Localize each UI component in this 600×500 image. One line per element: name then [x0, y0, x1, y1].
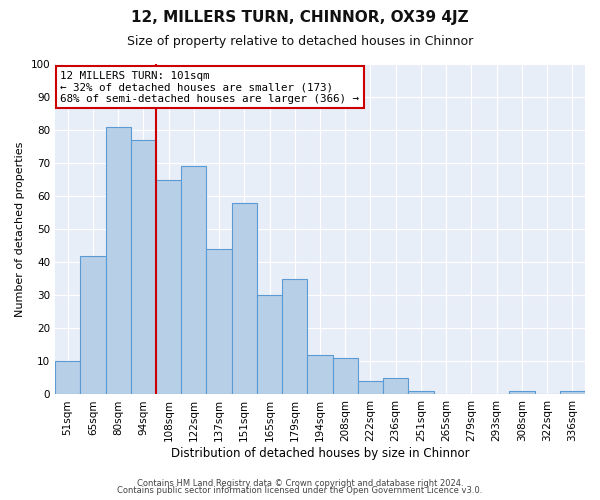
Bar: [232, 203, 257, 394]
Bar: [358, 381, 383, 394]
Y-axis label: Number of detached properties: Number of detached properties: [15, 142, 25, 317]
Bar: [509, 391, 535, 394]
Text: 12 MILLERS TURN: 101sqm
← 32% of detached houses are smaller (173)
68% of semi-d: 12 MILLERS TURN: 101sqm ← 32% of detache…: [61, 70, 359, 104]
Bar: [106, 127, 131, 394]
Bar: [282, 279, 307, 394]
Text: 12, MILLERS TURN, CHINNOR, OX39 4JZ: 12, MILLERS TURN, CHINNOR, OX39 4JZ: [131, 10, 469, 25]
Text: Size of property relative to detached houses in Chinnor: Size of property relative to detached ho…: [127, 35, 473, 48]
Bar: [181, 166, 206, 394]
Bar: [206, 249, 232, 394]
Bar: [560, 391, 585, 394]
Bar: [257, 296, 282, 394]
Text: Contains public sector information licensed under the Open Government Licence v3: Contains public sector information licen…: [118, 486, 482, 495]
Bar: [332, 358, 358, 395]
Bar: [409, 391, 434, 394]
Bar: [131, 140, 156, 394]
Bar: [307, 355, 332, 395]
X-axis label: Distribution of detached houses by size in Chinnor: Distribution of detached houses by size …: [171, 447, 469, 460]
Bar: [156, 180, 181, 394]
Text: Contains HM Land Registry data © Crown copyright and database right 2024.: Contains HM Land Registry data © Crown c…: [137, 478, 463, 488]
Bar: [55, 362, 80, 394]
Bar: [80, 256, 106, 394]
Bar: [383, 378, 409, 394]
